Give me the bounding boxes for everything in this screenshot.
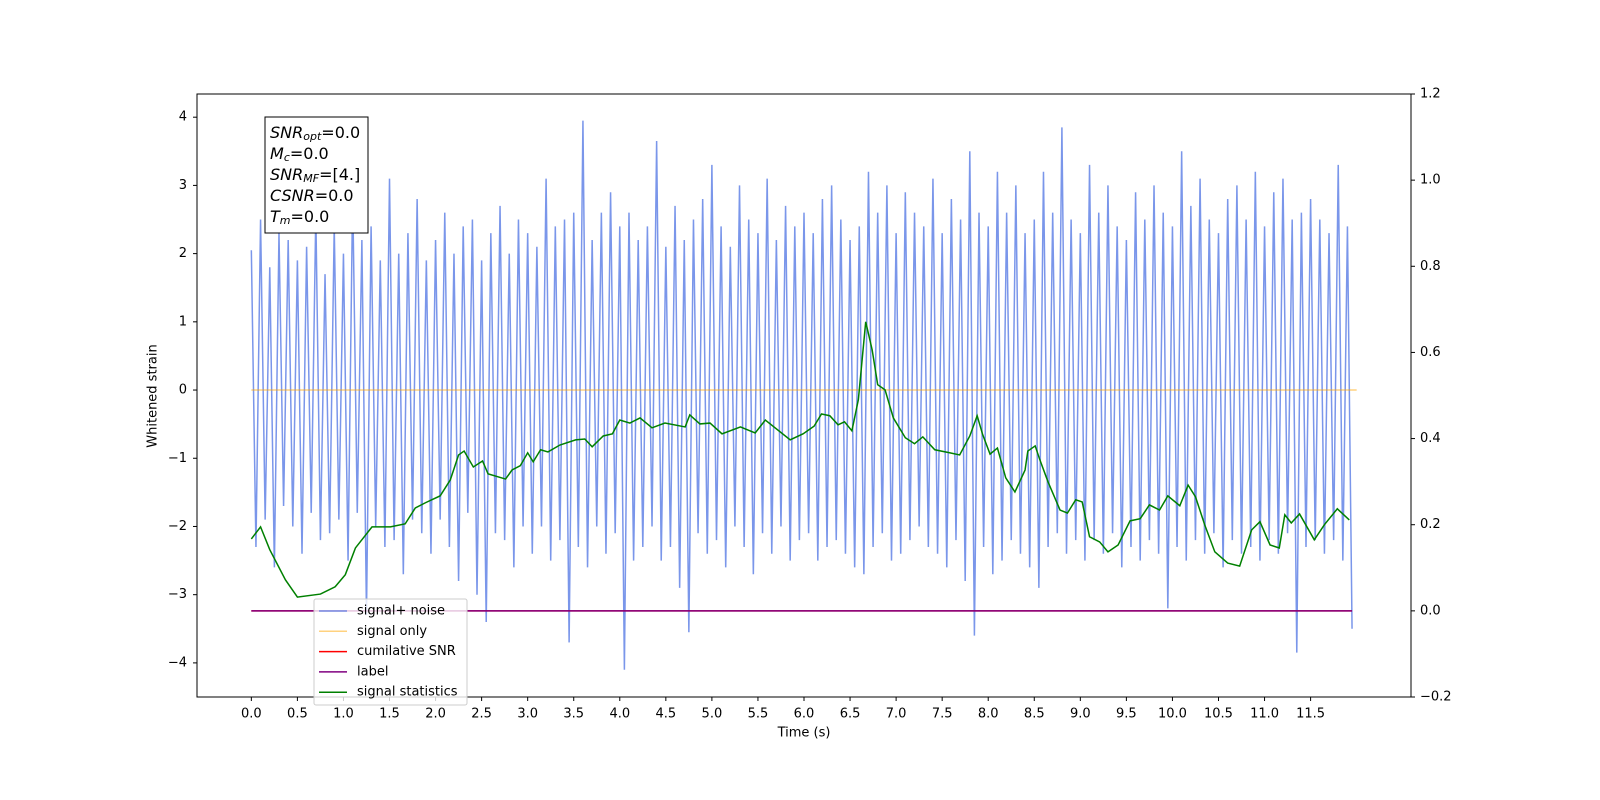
x-tick-label: 7.5 bbox=[932, 707, 953, 722]
annotation-line: SNRopt=0.0 bbox=[270, 123, 360, 144]
annotation-value: =0.0 bbox=[315, 186, 354, 205]
annotation-value: =0.0 bbox=[290, 144, 329, 163]
x-tick-label: 0.0 bbox=[241, 707, 262, 722]
y-tick-label: 3 bbox=[179, 178, 187, 193]
legend-label: signal statistics bbox=[357, 685, 458, 700]
y-tick-label: −1 bbox=[168, 451, 187, 466]
x-tick-label: 8.5 bbox=[1024, 707, 1045, 722]
x-tick-label: 2.0 bbox=[425, 707, 446, 722]
x-tick-label: 11.0 bbox=[1250, 707, 1279, 722]
x-tick-label: 8.0 bbox=[978, 707, 999, 722]
y-tick-label: 4 bbox=[179, 110, 187, 125]
y2-tick-label: 1.2 bbox=[1420, 87, 1441, 102]
y2-tick-label: 0.4 bbox=[1420, 431, 1441, 446]
annotation-frame bbox=[264, 116, 369, 234]
annotation-subscript: m bbox=[280, 214, 291, 227]
annotation-symbol: CSNR bbox=[270, 186, 315, 205]
annotation-value: =[4.] bbox=[319, 165, 360, 184]
y2-tick-label: −0.2 bbox=[1420, 690, 1452, 705]
annotation-symbol: SNR bbox=[270, 123, 303, 142]
legend-label: signal+ noise bbox=[357, 604, 445, 619]
legend-frame bbox=[313, 598, 468, 706]
x-tick-label: 9.0 bbox=[1070, 707, 1091, 722]
annotation-symbol: SNR bbox=[270, 165, 303, 184]
annotation-value: =0.0 bbox=[291, 207, 330, 226]
legend-label: cumilative SNR bbox=[357, 644, 456, 659]
x-tick-label: 1.0 bbox=[333, 707, 354, 722]
annotation-symbol: T bbox=[270, 207, 281, 226]
x-tick-label: 10.5 bbox=[1204, 707, 1233, 722]
annotation-symbol: M bbox=[270, 144, 284, 163]
x-tick-label: 5.5 bbox=[748, 707, 769, 722]
annotation-line: CSNR=0.0 bbox=[270, 186, 354, 205]
series-line bbox=[250, 321, 1350, 598]
x-axis-label: Time (s) bbox=[777, 726, 831, 741]
plot-area bbox=[250, 120, 1357, 670]
legend: signal+ noise signal only cumilative SNR la… bbox=[313, 598, 468, 706]
y2-tick-label: 0.0 bbox=[1420, 603, 1441, 618]
y-tick-label: 1 bbox=[179, 314, 187, 329]
x-tick-label: 10.0 bbox=[1158, 707, 1187, 722]
x-tick-label: 1.5 bbox=[379, 707, 400, 722]
annotation-line: SNRMF=[4.] bbox=[270, 165, 360, 186]
x-tick-label: 4.5 bbox=[655, 707, 676, 722]
annotation-subscript: MF bbox=[303, 172, 319, 185]
annotation-subscript: c bbox=[284, 151, 290, 164]
series-line bbox=[250, 120, 1353, 670]
y-tick-label: −3 bbox=[168, 587, 187, 602]
x-tick-label: 7.0 bbox=[886, 707, 907, 722]
y-tick-label: −4 bbox=[168, 655, 187, 670]
x-tick-label: 11.5 bbox=[1296, 707, 1325, 722]
annotation-value: =0.0 bbox=[321, 123, 360, 142]
annotation-line: Tm=0.0 bbox=[270, 207, 329, 228]
legend-label: signal only bbox=[357, 624, 427, 639]
y2-tick-label: 0.8 bbox=[1420, 259, 1441, 274]
annotation-line: Mc=0.0 bbox=[270, 144, 329, 165]
legend-label: label bbox=[357, 664, 388, 679]
x-tick-label: 3.0 bbox=[517, 707, 538, 722]
y2-tick-label: 1.0 bbox=[1420, 173, 1441, 188]
x-tick-label: 4.0 bbox=[609, 707, 630, 722]
x-tick-label: 6.0 bbox=[794, 707, 815, 722]
x-tick-label: 5.0 bbox=[702, 707, 723, 722]
x-tick-label: 3.5 bbox=[563, 707, 584, 722]
y2-tick-label: 0.2 bbox=[1420, 517, 1441, 532]
y2-tick-label: 0.6 bbox=[1420, 345, 1441, 360]
x-tick-label: 9.5 bbox=[1116, 707, 1137, 722]
x-tick-label: 2.5 bbox=[471, 707, 492, 722]
x-tick-label: 0.5 bbox=[287, 707, 308, 722]
y-tick-label: 2 bbox=[179, 246, 187, 261]
y-tick-label: −2 bbox=[168, 519, 187, 534]
y-axis-label: Whitened strain bbox=[146, 344, 161, 447]
x-tick-label: 6.5 bbox=[840, 707, 861, 722]
annotation-subscript: opt bbox=[303, 130, 322, 143]
y-tick-label: 0 bbox=[179, 383, 187, 398]
